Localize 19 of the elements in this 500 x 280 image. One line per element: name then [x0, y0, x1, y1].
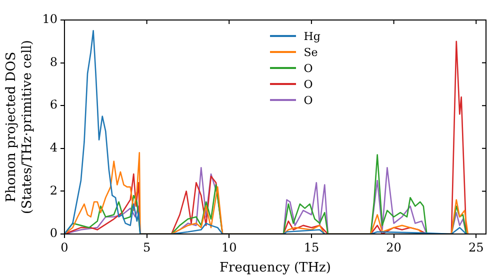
y-axis-title: Phonon projected DOS (States/THz·primitive cell) — [4, 40, 35, 214]
x-tick-label: 25 — [468, 240, 484, 254]
x-tick-label: 10 — [221, 240, 237, 254]
legend-label: O — [304, 94, 313, 106]
y-tick-label: 4 — [50, 140, 58, 155]
legend-label: Se — [304, 46, 318, 58]
x-tick-label: 15 — [304, 240, 320, 254]
y-tick-label: 0 — [50, 226, 58, 240]
x-tick-label: 5 — [142, 240, 151, 254]
y-tick-label: 8 — [50, 54, 58, 69]
legend-label: O — [304, 78, 313, 90]
y-tick-label: 6 — [50, 98, 58, 112]
y-tick-label: 10 — [42, 12, 58, 26]
y-tick-label: 2 — [50, 183, 58, 198]
legend-label: O — [304, 62, 313, 74]
legend-label: Hg — [304, 30, 320, 42]
x-tick-label: 20 — [386, 240, 402, 254]
x-tick-label: 0 — [60, 240, 68, 254]
x-axis-title: Frequency (THz) — [220, 260, 331, 276]
